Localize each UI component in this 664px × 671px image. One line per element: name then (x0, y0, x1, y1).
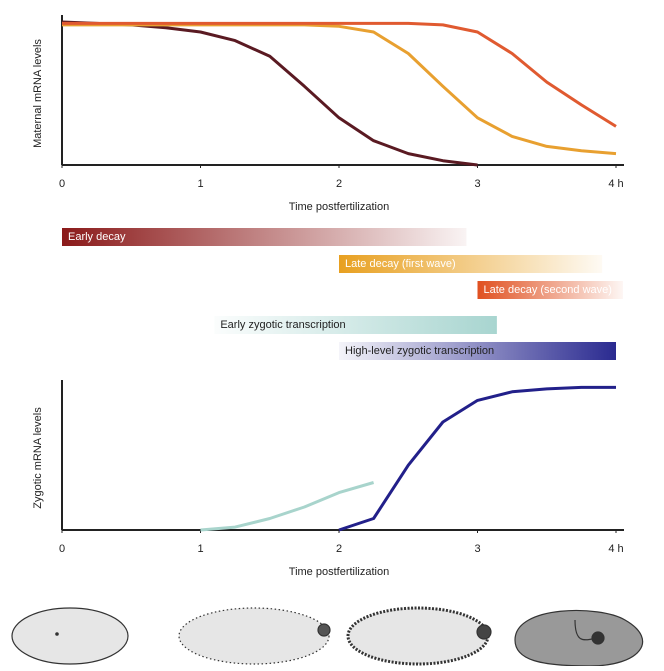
x-tick-label: 0 (59, 543, 65, 555)
nucleus (55, 632, 59, 636)
range-bar (62, 228, 467, 246)
range-bar (477, 281, 623, 299)
embryo-2 (178, 607, 330, 665)
range-label: Early decay (68, 231, 126, 243)
range-bar (339, 342, 616, 360)
y-axis-title: Maternal mRNA levels (32, 39, 44, 148)
pole-cells (317, 623, 331, 637)
range-label: Late decay (first wave) (345, 258, 456, 270)
line (62, 23, 617, 156)
embryos (11, 606, 644, 667)
x-tick-label: 3 (474, 543, 480, 555)
embryo-4 (514, 609, 644, 667)
embryo-1 (11, 607, 129, 665)
line (200, 481, 375, 532)
range-label: Early zygotic transcription (220, 319, 345, 331)
x-tick-label: 2 (336, 178, 342, 190)
range-bar (339, 255, 603, 273)
range-label: Late decay (second wave) (484, 284, 612, 296)
pole-cells (591, 631, 605, 645)
x-tick-label: 3 (474, 178, 480, 190)
x-tick-label: 4 h (608, 543, 623, 555)
x-axis-title: Time postfertilization (289, 201, 389, 213)
embryo-3 (346, 606, 490, 666)
x-tick-label: 1 (197, 543, 203, 555)
pole-cells (476, 624, 492, 640)
x-axis-title: Time postfertilization (289, 566, 389, 578)
x-tick-label: 0 (59, 178, 65, 190)
line (62, 21, 617, 128)
x-tick-label: 4 h (608, 178, 623, 190)
range-label: High-level zygotic transcription (345, 345, 494, 357)
y-axis-title: Zygotic mRNA levels (32, 407, 44, 509)
x-tick-label: 1 (197, 178, 203, 190)
line (338, 385, 616, 532)
line (61, 20, 478, 167)
x-tick-label: 2 (336, 543, 342, 555)
range-bar (214, 316, 497, 334)
